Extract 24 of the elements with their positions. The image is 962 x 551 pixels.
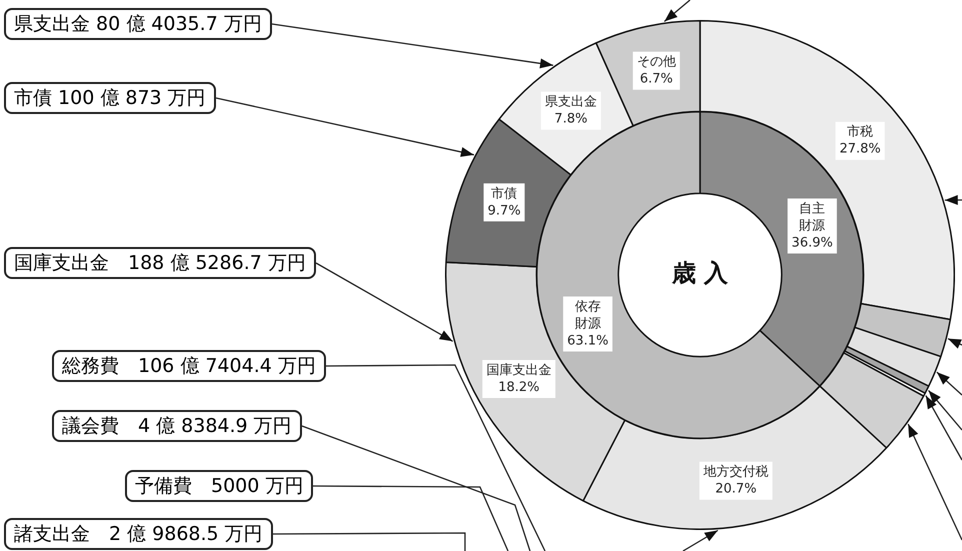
data-label: 63.1% <box>567 333 608 348</box>
data-label: 27.8% <box>839 142 881 157</box>
slice-label: 市税 <box>847 124 874 140</box>
slice-label: 国庫支出金 <box>486 362 552 378</box>
slice-label: 依存財源 <box>574 299 601 332</box>
slice-label: 自主財源 <box>799 200 826 234</box>
text: 市債 100 億 873 万円 <box>4 82 216 114</box>
data-label: 18.2% <box>498 380 540 395</box>
text: 歳 入 <box>670 259 730 288</box>
data-label: 6.7% <box>640 72 673 87</box>
data-label: 20.7% <box>715 482 757 497</box>
text: 議会費 4 億 8384.9 万円 <box>52 410 302 442</box>
text: 総務費 106 億 7404.4 万円 <box>52 350 326 382</box>
data-label: 36.9% <box>792 235 833 250</box>
slice-label: 地方交付税 <box>702 464 768 480</box>
slice-label: 県支出金 <box>544 94 597 110</box>
text: 国庫支出金 188 億 5286.7 万円 <box>4 247 316 279</box>
text: 予備費 5000 万円 <box>125 470 314 502</box>
slice-label: 市債 <box>491 186 518 202</box>
data-label: 9.7% <box>488 203 521 218</box>
text: 県支出金 80 億 4035.7 万円 <box>4 8 272 40</box>
slice-label: その他 <box>636 54 676 70</box>
data-label: 7.8% <box>554 112 588 127</box>
text: 諸支出金 2 億 9868.5 万円 <box>4 518 273 550</box>
